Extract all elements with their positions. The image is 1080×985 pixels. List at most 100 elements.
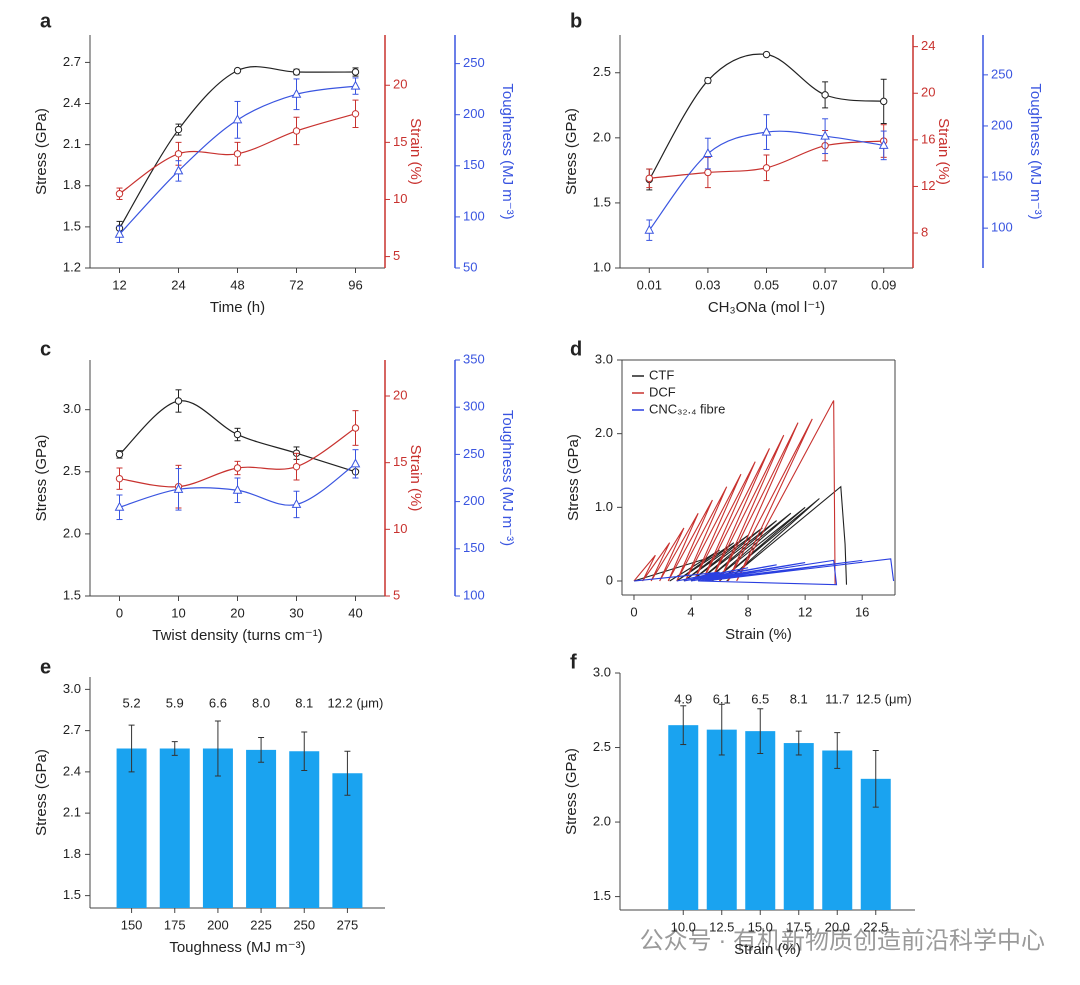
stress-strain-curve (633, 558, 895, 586)
marker (762, 50, 771, 59)
y-tick-label: 0 (606, 572, 613, 587)
marker (115, 190, 124, 198)
y3-tick-label: 200 (463, 493, 485, 508)
annotation: 5.2 (123, 695, 141, 710)
marker (878, 139, 889, 149)
marker (292, 462, 301, 471)
stress-strain-curve (633, 400, 836, 585)
y-axis-label: Stress (GPa) (563, 748, 580, 835)
bar (289, 751, 320, 908)
annotation: 6.1 (713, 691, 731, 706)
y2-tick-label: 5 (393, 248, 400, 263)
y-tick-label: 3.0 (595, 351, 613, 366)
y2-tick-label: 20 (393, 77, 407, 92)
y3-tick-label: 100 (463, 208, 485, 223)
marker (820, 130, 830, 140)
y2-tick-label: 8 (921, 224, 928, 239)
y-tick-label: 2.1 (63, 805, 81, 820)
x-tick-label: 15.0 (748, 919, 773, 934)
annotation: 12.5 (μm) (856, 691, 912, 706)
marker (761, 126, 772, 136)
x-tick-label: 200 (207, 917, 229, 932)
marker (115, 450, 124, 459)
marker (233, 150, 242, 158)
y-tick-label: 3.0 (63, 401, 81, 416)
x-tick-label: 0.03 (695, 277, 720, 292)
marker (880, 97, 888, 106)
marker (351, 68, 360, 76)
panel-label: f (570, 651, 577, 673)
stress-strain-curve (633, 485, 848, 585)
y-tick-label: 1.5 (593, 888, 611, 903)
marker (350, 80, 361, 90)
marker (173, 165, 184, 175)
series-line (118, 66, 356, 229)
y-tick-label: 1.0 (593, 259, 611, 274)
x-tick-label: 24 (171, 277, 185, 292)
x-tick-label: 175 (164, 917, 186, 932)
marker (291, 88, 302, 98)
x-tick-label: 250 (293, 917, 315, 932)
panel-label: b (570, 10, 582, 32)
y2-tick-label: 10 (393, 191, 407, 206)
x-tick-label: 0.09 (871, 277, 896, 292)
y3-tick-label: 100 (991, 220, 1013, 235)
y-axis-label: Stress (GPa) (33, 108, 50, 195)
y2-axis-label: Strain (%) (407, 445, 424, 512)
x-tick-label: 22.5 (863, 919, 888, 934)
y3-tick-label: 200 (463, 106, 485, 121)
y2-tick-label: 12 (921, 178, 935, 193)
y2-tick-label: 15 (393, 134, 407, 149)
x-tick-label: 17.5 (786, 919, 811, 934)
x-tick-label: 20 (230, 605, 244, 620)
y-tick-label: 1.5 (593, 194, 611, 209)
y-axis-label: Stress (GPa) (33, 435, 50, 522)
y-tick-label: 1.0 (595, 499, 613, 514)
marker (232, 114, 243, 124)
annotation: 6.5 (751, 691, 769, 706)
x-tick-label: 10.0 (671, 919, 696, 934)
y3-tick-label: 300 (463, 399, 485, 414)
marker (292, 127, 301, 135)
x-tick-label: 0 (630, 604, 637, 619)
x-tick-label: 8 (744, 604, 751, 619)
y-tick-label: 2.5 (593, 739, 611, 754)
y-tick-label: 2.7 (63, 722, 81, 737)
marker (174, 397, 183, 405)
y-tick-label: 2.0 (593, 813, 611, 828)
x-tick-label: 20.0 (825, 919, 850, 934)
y3-tick-label: 100 (463, 587, 485, 602)
marker (291, 498, 302, 508)
x-tick-label: 40 (348, 605, 362, 620)
marker (233, 66, 242, 75)
x-tick-label: 10 (171, 605, 185, 620)
y-tick-label: 1.5 (63, 887, 81, 902)
y-tick-label: 2.0 (63, 525, 81, 540)
bar (745, 731, 776, 910)
annotation: 8.1 (295, 695, 313, 710)
x-axis-label: CH₃ONa (mol l⁻¹) (708, 299, 825, 316)
x-tick-label: 0 (116, 605, 123, 620)
y-tick-label: 1.5 (63, 587, 81, 602)
x-axis-label: Twist density (turns cm⁻¹) (152, 627, 322, 644)
marker (351, 424, 360, 432)
y-tick-label: 3.0 (593, 664, 611, 679)
y-tick-label: 2.4 (63, 763, 81, 778)
y-tick-label: 1.5 (63, 218, 81, 233)
bar (783, 743, 814, 910)
x-tick-label: 0.01 (637, 277, 662, 292)
annotation: 8.0 (252, 695, 270, 710)
y3-tick-label: 350 (463, 351, 485, 366)
x-tick-label: 12 (798, 604, 812, 619)
annotation: 8.1 (790, 691, 808, 706)
y-tick-label: 2.0 (595, 425, 613, 440)
annotation: 11.7 (825, 691, 849, 706)
marker (821, 91, 829, 99)
y2-axis-label: Strain (%) (935, 118, 952, 185)
y-tick-label: 2.4 (63, 95, 81, 110)
y-tick-label: 2.5 (63, 463, 81, 478)
marker (644, 224, 655, 234)
x-tick-label: 225 (250, 917, 272, 932)
y3-axis-label: Toughness (MJ m⁻³) (499, 410, 516, 546)
